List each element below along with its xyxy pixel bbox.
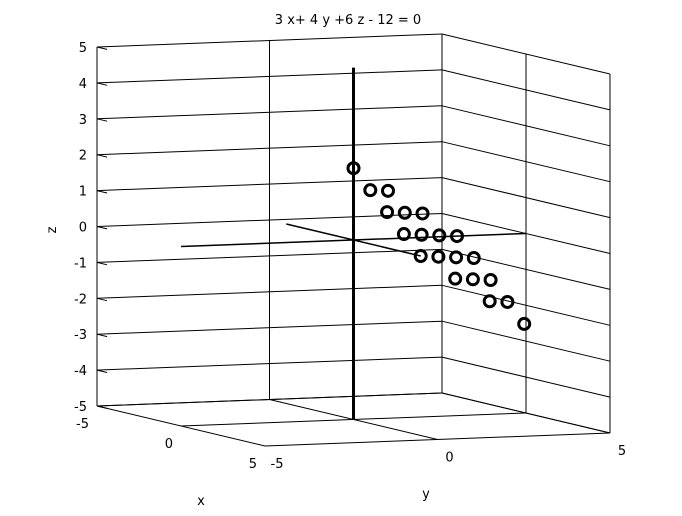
axis-lines — [180, 67, 527, 420]
data-point — [363, 183, 378, 198]
data-point — [449, 250, 464, 265]
tick-mark — [96, 154, 108, 158]
x-tick-label: -5 — [76, 417, 89, 432]
tick-labels: -5 -4 -3 -2 -1 0 1 2 3 4 5 -5 0 5 -5 0 5 — [74, 41, 626, 472]
x-axis-label: x — [197, 494, 205, 509]
data-point — [397, 205, 412, 220]
x-tick-label: 5 — [249, 457, 257, 472]
data-point — [413, 249, 428, 263]
z-tick-label: 2 — [79, 149, 87, 164]
y-tick-label: 0 — [445, 451, 453, 466]
tick-mark — [96, 261, 108, 266]
data-point — [431, 249, 446, 264]
z-tick-label: 0 — [79, 221, 87, 236]
y-tick-label: 5 — [618, 444, 626, 459]
data-point — [346, 161, 361, 176]
z-tick-label: -3 — [74, 328, 87, 343]
tick-mark — [96, 405, 108, 409]
data-point — [517, 316, 532, 331]
data-point — [448, 271, 463, 286]
data-point — [415, 206, 430, 221]
gridline-y — [96, 405, 266, 447]
z-tick-label: 3 — [79, 113, 87, 128]
data-point — [465, 272, 480, 287]
z-tick-label: -2 — [74, 292, 87, 307]
z-tick-label: 4 — [79, 77, 87, 92]
gridline-y — [441, 392, 611, 434]
data-point — [381, 183, 395, 198]
z-tick-label: -4 — [74, 364, 87, 379]
data-point — [450, 229, 464, 244]
data-point — [482, 294, 497, 309]
tick-mark — [96, 333, 108, 338]
tick-mark — [96, 190, 108, 194]
grid — [96, 33, 611, 447]
y-axis-label: y — [422, 487, 430, 502]
y-tick-label: -5 — [271, 457, 284, 472]
tick-mark — [96, 118, 108, 122]
tick-mark — [96, 46, 108, 50]
tick-mark — [96, 369, 108, 373]
z-axis-label: z — [45, 226, 60, 233]
tick-mark — [96, 82, 108, 86]
chart-title: 3 x+ 4 y +6 z - 12 = 0 — [275, 13, 421, 28]
z-tick-label: 5 — [79, 41, 87, 56]
z-tick-label: -5 — [74, 400, 87, 415]
z-tick-label: 1 — [79, 185, 87, 200]
tick-mark — [96, 226, 108, 230]
data-point — [432, 228, 447, 243]
data-point — [466, 251, 481, 266]
x-tick-label: 0 — [165, 437, 173, 452]
data-point — [500, 294, 515, 309]
data-point — [380, 205, 395, 220]
tick-mark — [96, 297, 108, 302]
data-point — [396, 227, 411, 242]
data-points — [346, 161, 532, 331]
z-tick-label: -1 — [74, 256, 87, 271]
data-point — [483, 273, 498, 287]
data-point — [414, 227, 429, 242]
